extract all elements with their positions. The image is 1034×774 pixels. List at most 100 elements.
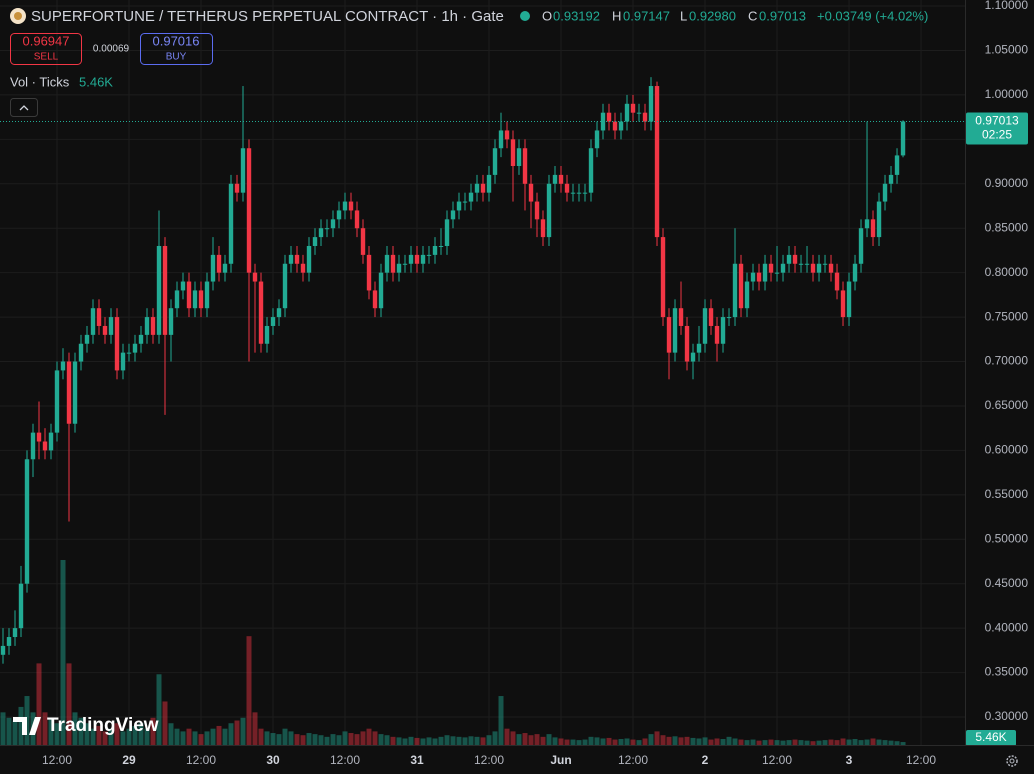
candle-body [12,628,18,638]
volume-bar [186,728,192,745]
volume-bar [726,736,732,745]
candle-body [468,192,474,202]
y-tick-label: 0.90000 [985,176,1029,190]
ohlc-key: O [542,8,552,23]
candle-body [480,183,486,193]
candle-body [678,308,684,326]
sell-button[interactable] [10,33,82,65]
volume-bar [756,740,762,745]
volume-bar [132,725,138,745]
volume-bar [504,728,510,745]
volume-bar [66,663,72,745]
candle-body [414,254,420,264]
candle-body [294,254,300,264]
volume-bar [462,737,468,745]
volume-bar [534,734,540,745]
candle-body [174,290,180,309]
candle-body [252,272,258,282]
candle-body [432,245,438,255]
candle-body [438,245,444,247]
candle-body [216,254,222,273]
volume-bar [72,712,78,745]
candle-body [492,148,498,175]
candle-body [588,148,594,193]
candle-body [234,183,240,193]
volume-bar [684,736,690,745]
volume-bar [846,739,852,745]
settings-icon[interactable] [1006,755,1018,767]
y-tick-label: 0.30000 [985,709,1029,723]
volume-bar [36,663,42,745]
candle-body [378,272,384,309]
candle-body [684,325,690,362]
candle-body [450,210,456,220]
volume-value: 5.46K [79,74,113,89]
candle-body [648,86,654,122]
volume-bar [336,735,342,745]
volume-bar [378,734,384,745]
candle-body [864,219,870,229]
volume-bar [900,742,906,745]
candle-body [318,228,324,238]
x-tick-label: Jun [550,753,571,767]
volume-bar [426,737,432,745]
candle-body [744,281,750,309]
candle-body [768,263,774,273]
candle-body [888,174,894,184]
candle-body [594,130,600,149]
candle-body [486,174,492,193]
candle-body [390,254,396,273]
ohlc-value: 0.93192 [553,8,600,23]
volume-bar [762,740,768,745]
volume-bar [702,737,708,745]
candle-body [84,334,90,344]
volume-bar [558,738,564,745]
candle-body [246,148,252,273]
volume-bar [300,735,306,745]
volume-bar [240,717,246,745]
candle-body [210,254,216,282]
volume-bar [306,733,312,745]
volume-bar [138,723,144,745]
collapse-button[interactable] [10,98,38,117]
sell-label: SELL [34,52,59,63]
volume-bar [234,720,240,745]
candle-body [870,219,876,238]
candle-body [258,281,264,344]
candle-body [120,352,126,371]
candle-body [726,317,732,319]
candle-body [396,263,402,273]
ohlc-key: C [748,8,757,23]
candle-body [822,263,828,265]
candle-body [792,254,798,264]
candle-body [36,432,42,442]
volume-bar [516,734,522,745]
volume-bar [396,737,402,745]
candle-body [522,148,528,184]
market-status [520,11,530,21]
volume-bar [552,737,558,745]
volume-bar [198,734,204,745]
volume-bar [780,740,786,745]
candle-body [630,103,636,113]
y-tick-label: 0.65000 [985,398,1029,412]
x-tick-label: 12:00 [186,753,216,767]
volume-bar [654,731,660,745]
candle-body [570,192,576,194]
candle-body [780,263,786,273]
candle-body [162,245,168,335]
ohlc-key: H [612,8,621,23]
candle-body [288,254,294,264]
candle-body [276,308,282,318]
volume-bar [108,728,114,745]
y-tick-label: 0.35000 [985,665,1029,679]
volume-bar [168,723,174,745]
buy-button[interactable] [140,33,213,65]
ohlc-value: 0.97147 [623,8,670,23]
tradingview-logo [13,717,41,735]
volume-bar [228,723,234,745]
volume-bar [42,712,48,745]
candle-body [18,583,24,629]
volume-bar [258,728,264,745]
